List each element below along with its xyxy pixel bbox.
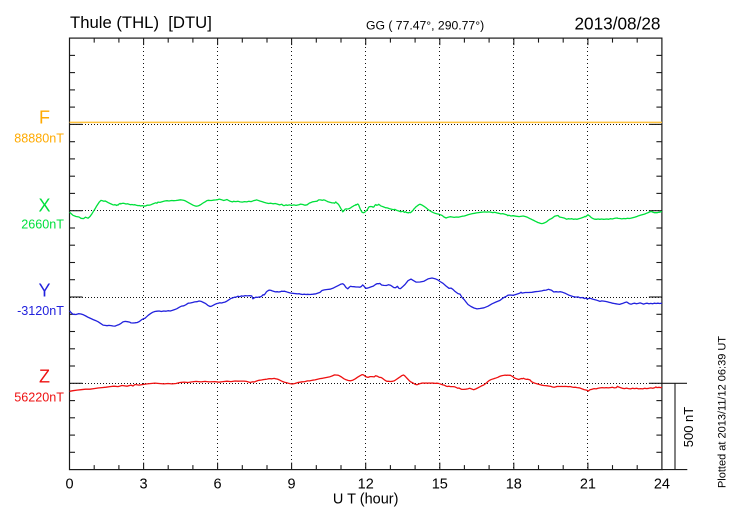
svg-text:-3120nT: -3120nT	[17, 304, 64, 318]
svg-text:X: X	[38, 196, 50, 216]
svg-text:GG ( 77.47°, 290.77°): GG ( 77.47°, 290.77°)	[366, 19, 484, 33]
svg-text:2660nT: 2660nT	[21, 218, 64, 232]
svg-text:Thule (THL) [DTU]: Thule (THL) [DTU]	[70, 13, 212, 32]
svg-text:0: 0	[65, 476, 73, 492]
svg-text:Z: Z	[39, 367, 50, 387]
svg-text:9: 9	[288, 476, 296, 492]
svg-text:Y: Y	[38, 281, 50, 301]
svg-text:12: 12	[358, 476, 374, 492]
svg-text:18: 18	[506, 476, 522, 492]
svg-text:2013/08/28: 2013/08/28	[574, 14, 660, 34]
svg-text:24: 24	[654, 476, 670, 492]
svg-text:15: 15	[432, 476, 448, 492]
svg-text:U T (hour): U T (hour)	[333, 492, 399, 508]
svg-text:Plotted at 2013/11/12 06:39 UT: Plotted at 2013/11/12 06:39 UT	[717, 336, 729, 488]
svg-text:500 nT: 500 nT	[681, 407, 696, 448]
svg-text:6: 6	[214, 476, 222, 492]
svg-text:56220nT: 56220nT	[14, 391, 64, 405]
svg-text:3: 3	[140, 476, 148, 492]
svg-text:F: F	[39, 108, 50, 128]
svg-text:21: 21	[580, 476, 596, 492]
svg-text:88880nT: 88880nT	[14, 131, 64, 145]
